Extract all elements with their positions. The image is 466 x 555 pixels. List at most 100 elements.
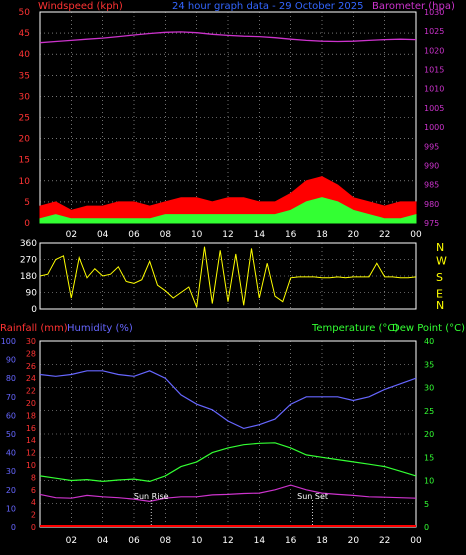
barometer-tick-label: 990 [424,161,439,170]
dew-point-axis-label: Dew Point (°C) [392,323,465,334]
time-axis: 02 04 06 08 10 12 14 16 18 20 22 00 [66,536,422,546]
barometer-axis: 975 980 985 990 995 1000 1005 1010 1015 1020 1025 1… [424,8,444,228]
humidity-tick-label: 80 [6,374,16,383]
time-tick-label: 14 [254,536,266,546]
rainfall-tick-label: 16 [26,424,36,433]
rainfall-tick-label: 12 [26,449,36,458]
windspeed-axis: 0 5 10 15 20 25 30 35 40 45 50 [19,8,31,229]
rainfall-tick-label: 6 [31,486,36,495]
temperature-tick-label: 30 [424,384,434,393]
humidity-tick-label: 10 [6,504,16,513]
wind-x-tick-label: 00 [410,230,422,240]
time-tick-label: 00 [410,536,422,546]
barometer-tick-label: 980 [424,200,439,209]
rainfall-tick-label: 28 [26,349,36,358]
time-tick-label: 08 [160,536,172,546]
windspeed-tick-label: 15 [19,156,30,166]
wind-x-tick-label: 20 [348,230,360,240]
wind-x-tick-label: 06 [128,230,140,240]
rainfall-tick-label: 0 [31,523,36,532]
wind-x-tick-label: 02 [66,230,77,240]
direction-grid [40,243,416,309]
compass-tick-label: N [436,241,444,254]
rainfall-tick-label: 20 [26,399,36,408]
time-tick-label: 16 [285,536,297,546]
humidity-tick-label: 30 [6,467,16,476]
humidity-tick-label: 50 [6,430,16,439]
humidity-axis-label: Humidity (%) [67,323,133,334]
time-tick-label: 02 [66,536,77,546]
temperature-tick-label: 15 [424,453,434,462]
wind-baro-series [39,31,417,224]
temperature-tick-label: 10 [424,477,434,486]
temp-hum-series [39,370,417,527]
direction-series [39,246,417,308]
barometer-tick-label: 985 [424,181,439,190]
wind-x-axis: 02 04 06 08 10 12 14 16 18 20 22 00 [66,230,422,240]
rainfall-tick-label: 8 [31,473,36,482]
time-tick-label: 20 [348,536,360,546]
humidity-tick-label: 40 [6,449,16,458]
compass-tick-label: S [436,271,443,284]
wind-x-tick-label: 04 [97,230,109,240]
chart-title: 24 hour graph data - 29 October 2025 [172,1,363,12]
windspeed-tick-label: 50 [19,8,31,18]
time-tick-label: 22 [379,536,390,546]
humidity-tick-label: 60 [6,411,16,420]
rainfall-axis-label: Rainfall (mm) [0,323,68,334]
rainfall-tick-label: 18 [26,411,36,420]
windspeed-tick-label: 25 [19,114,30,124]
temperature-tick-label: 35 [424,360,434,369]
humidity-tick-label: 100 [1,337,16,346]
windspeed-tick-label: 5 [24,198,30,208]
wind-speed-area [39,197,417,224]
windspeed-tick-label: 35 [19,71,30,81]
temperature-tick-label: 40 [424,337,434,346]
temperature-axis: 0 5 10 15 20 25 30 35 40 [424,337,434,532]
direction-degree-axis: 0 90 180 270 360 [20,239,37,315]
rainfall-tick-label: 4 [31,498,36,507]
rainfall-tick-label: 30 [26,337,36,346]
wind-x-tick-label: 10 [191,230,203,240]
compass-tick-label: E [436,288,443,301]
rainfall-tick-label: 14 [26,436,36,445]
rainfall-tick-label: 26 [26,362,36,371]
humidity-line [39,370,417,430]
wind-baro-grid [40,12,416,223]
wind-x-tick-label: 12 [222,230,233,240]
windspeed-tick-label: 20 [19,135,31,145]
humidity-tick-label: 0 [11,523,16,532]
wind-x-tick-label: 22 [379,230,390,240]
time-tick-label: 06 [128,536,140,546]
windspeed-axis-label: Windspeed (kph) [38,1,123,12]
humidity-axis: 0 10 20 30 40 50 60 70 80 90 100 [1,337,16,532]
temperature-tick-label: 25 [424,407,434,416]
barometer-tick-label: 1025 [424,27,444,36]
direction-degree-tick-label: 0 [31,305,37,315]
temperature-tick-label: 20 [424,430,434,439]
sun-marker-label: Sun Rise [134,492,169,501]
time-tick-label: 04 [97,536,109,546]
barometer-tick-label: 1030 [424,8,444,17]
windspeed-tick-label: 40 [19,50,31,60]
wind-x-tick-label: 18 [316,230,328,240]
wind-x-tick-label: 16 [285,230,297,240]
humidity-tick-label: 90 [6,356,16,365]
humidity-tick-label: 70 [6,393,16,402]
temperature-line [39,442,417,483]
windspeed-tick-label: 30 [19,92,31,102]
barometer-tick-label: 1010 [424,85,444,94]
compass-tick-label: N [436,299,444,312]
barometer-tick-label: 975 [424,219,439,228]
temp-hum-grid [40,341,416,527]
direction-degree-tick-label: 90 [26,289,38,299]
barometer-axis-label: Barometer (hpa) [372,1,455,12]
rainfall-tick-label: 2 [31,511,36,520]
compass-tick-label: W [436,255,447,268]
temperature-tick-label: 5 [424,500,429,509]
time-tick-label: 18 [316,536,328,546]
